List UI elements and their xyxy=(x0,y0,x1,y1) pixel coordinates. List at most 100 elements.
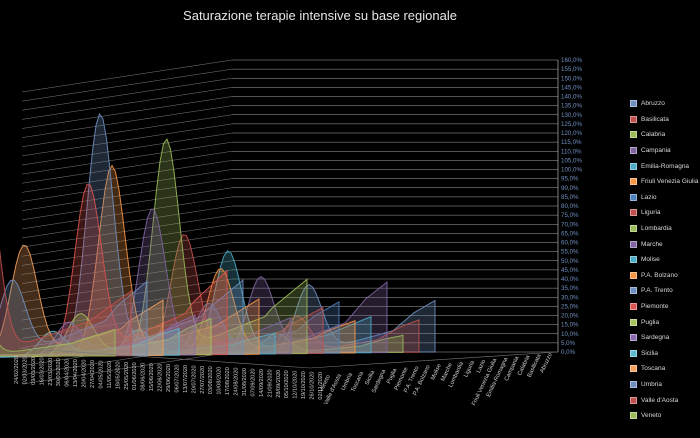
x-tick-label: 21/09/2020 xyxy=(267,369,273,397)
x-tick-label: 03/08/2020 xyxy=(208,366,214,394)
gridline-side xyxy=(21,178,233,211)
legend-item: Marche xyxy=(630,236,698,252)
series-area-marche xyxy=(80,208,292,357)
depth-tick-label: Toscana xyxy=(351,370,366,393)
legend-swatch xyxy=(630,147,637,155)
x-tick-label: 28/09/2020 xyxy=(276,370,282,398)
x-tick-label: 07/09/2020 xyxy=(250,368,256,396)
legend-label: Abruzzo xyxy=(641,100,665,108)
x-tick-label: 30/03/2020 xyxy=(56,358,62,386)
legend-label: Toscana xyxy=(641,365,666,373)
legend-swatch xyxy=(630,115,637,123)
y-tick-label: 10,0% xyxy=(561,331,579,338)
gridline-side xyxy=(21,68,233,102)
legend-item: Umbria xyxy=(630,377,698,393)
legend-swatch xyxy=(630,287,637,295)
legend-item: Abruzzo xyxy=(630,96,698,112)
x-tick-label: 23/03/2020 xyxy=(48,358,54,386)
x-tick-label: 27/04/2020 xyxy=(90,360,96,388)
y-tick-label: 5,0% xyxy=(561,340,576,347)
chart-legend: Abruzzo Basilicata Calabria Campania Emilia-… xyxy=(630,96,698,423)
legend-swatch xyxy=(630,240,637,248)
gridline-side xyxy=(21,351,233,385)
depth-tick-label: Liguria xyxy=(463,359,476,378)
y-tick-label: 135,0% xyxy=(561,103,582,110)
y-tick-label: 15,0% xyxy=(561,322,579,329)
y-tick-label: 75,0% xyxy=(561,212,579,219)
legend-label: Campania xyxy=(641,147,671,155)
legend-label: Basilicata xyxy=(641,115,669,123)
legend-item: Campania xyxy=(630,143,698,159)
legend-swatch xyxy=(630,365,637,373)
legend-label: P.A. Bolzano xyxy=(641,271,678,279)
y-tick-label: 85,0% xyxy=(561,194,579,201)
legend-item: Valle d'Aosta xyxy=(630,392,698,408)
x-tick-label: 13/04/2020 xyxy=(73,359,79,387)
legend-swatch xyxy=(630,271,637,279)
legend-item: P.A. Bolzano xyxy=(630,268,698,284)
y-tick-label: 110,0% xyxy=(561,148,582,155)
x-tick-label: 08/06/2020 xyxy=(141,363,147,391)
y-tick-label: 60,0% xyxy=(561,240,579,247)
legend-item: Calabria xyxy=(630,127,698,143)
x-tick-label: 02/03/2020 xyxy=(22,356,28,384)
gridline-side xyxy=(21,123,233,157)
legend-label: Molise xyxy=(641,256,660,264)
legend-label: Valle d'Aosta xyxy=(641,396,679,404)
gridline-side xyxy=(21,205,233,239)
gridline-side xyxy=(21,141,233,175)
legend-item: Sicilia xyxy=(630,346,698,362)
legend-item: Veneto xyxy=(630,408,698,424)
gridline-side xyxy=(21,324,233,357)
x-tick-label: 24/02/2020 xyxy=(14,356,20,384)
legend-label: Sardegna xyxy=(641,334,670,342)
y-tick-label: 120,0% xyxy=(561,130,582,137)
gridline-side xyxy=(21,87,233,120)
legend-swatch xyxy=(630,225,637,233)
x-tick-label: 24/08/2020 xyxy=(234,368,240,396)
legend-swatch xyxy=(630,303,637,311)
x-tick-label: 18/05/2020 xyxy=(115,361,121,389)
y-tick-label: 140,0% xyxy=(561,94,582,101)
legend-item: Puglia xyxy=(630,314,698,330)
legend-swatch xyxy=(630,209,637,217)
y-tick-label: 145,0% xyxy=(561,84,582,91)
y-tick-label: 35,0% xyxy=(561,285,579,292)
legend-item: Emilia-Romagna xyxy=(630,158,698,174)
x-tick-label: 12/10/2020 xyxy=(293,371,299,399)
floor-edge xyxy=(17,347,559,369)
series-area-puglia xyxy=(0,312,212,358)
series-area-veneto xyxy=(0,328,116,357)
x-tick-label: 29/06/2020 xyxy=(166,364,172,392)
gridline-side xyxy=(21,160,233,193)
legend-item: Molise xyxy=(630,252,698,268)
legend-label: Puglia xyxy=(641,318,660,326)
gridline-side xyxy=(21,260,233,293)
legend-swatch xyxy=(630,396,637,404)
legend-label: Marche xyxy=(641,240,663,248)
legend-swatch xyxy=(630,256,637,264)
gridline-side xyxy=(21,114,233,147)
series-area-toscana xyxy=(0,244,164,356)
y-tick-label: 160,0% xyxy=(561,57,582,64)
y-tick-label: 20,0% xyxy=(561,313,579,320)
x-tick-label: 25/05/2020 xyxy=(124,362,130,390)
y-tick-label: 100,0% xyxy=(561,167,582,174)
x-tick-label: 10/08/2020 xyxy=(217,367,223,395)
legend-swatch xyxy=(630,162,637,170)
x-tick-label: 05/10/2020 xyxy=(284,370,290,398)
gridline-side xyxy=(21,169,233,202)
legend-swatch xyxy=(630,193,637,201)
legend-label: Friuli Venezia Giulia xyxy=(641,178,699,186)
y-tick-label: 55,0% xyxy=(561,249,579,256)
gridline-side xyxy=(21,59,233,93)
legend-swatch xyxy=(630,178,637,186)
gridline-side xyxy=(21,251,233,284)
legend-item: Basilicata xyxy=(630,112,698,128)
y-tick-label: 40,0% xyxy=(561,276,579,283)
legend-item: Lombardia xyxy=(630,221,698,237)
x-tick-label: 17/08/2020 xyxy=(225,367,231,395)
y-tick-label: 115,0% xyxy=(561,139,582,146)
x-tick-label: 06/04/2020 xyxy=(65,359,71,387)
